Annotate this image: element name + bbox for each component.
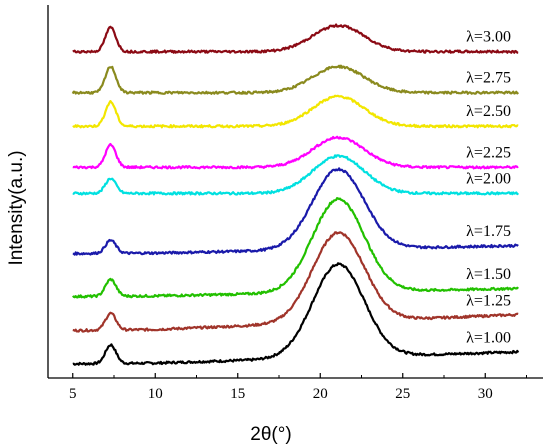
series-line bbox=[71, 64, 520, 95]
series-line bbox=[72, 167, 519, 256]
x-tick-label: 30 bbox=[478, 386, 493, 402]
x-axis-title: 2θ(°) bbox=[250, 424, 291, 445]
series-label: λ=2.25 bbox=[466, 144, 511, 161]
x-tick-label: 5 bbox=[69, 386, 77, 402]
y-axis-title: Intensity(a.u.) bbox=[6, 150, 27, 265]
plot-area bbox=[71, 23, 520, 366]
series-label: λ=2.00 bbox=[466, 170, 511, 187]
series-label: λ=2.75 bbox=[466, 70, 511, 87]
axes: 5 10 15 20 25 30 bbox=[47, 5, 543, 402]
series-label: λ=1.00 bbox=[466, 329, 511, 346]
x-tick-label: 15 bbox=[230, 386, 245, 402]
x-tick-label: 20 bbox=[313, 386, 328, 402]
series-line bbox=[72, 94, 519, 129]
series-line bbox=[72, 262, 520, 366]
series-line bbox=[72, 231, 519, 333]
series-label: λ=1.75 bbox=[466, 223, 511, 240]
series-label: λ=1.50 bbox=[466, 266, 511, 283]
series-line bbox=[72, 197, 519, 299]
series-label: λ=1.25 bbox=[466, 292, 511, 309]
series-label: λ=3.00 bbox=[466, 29, 511, 46]
x-tick-label: 10 bbox=[148, 386, 163, 402]
series-line bbox=[72, 23, 519, 54]
series-line bbox=[72, 154, 520, 196]
series-label: λ=2.50 bbox=[466, 103, 511, 120]
x-tick-label: 25 bbox=[395, 386, 410, 402]
series-labels: λ=1.00 λ=1.25 λ=1.50 λ=1.75 λ=2.00 λ=2.25 λ=2.… bbox=[466, 29, 511, 347]
series-line bbox=[72, 135, 519, 170]
